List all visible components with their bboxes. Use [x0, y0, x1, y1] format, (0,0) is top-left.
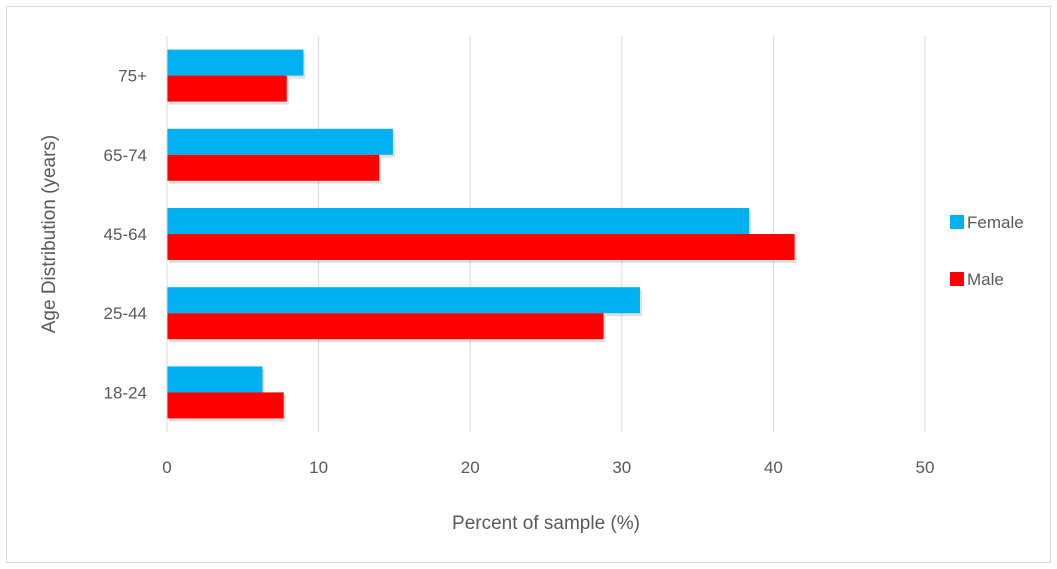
x-tick-label-30: 30	[612, 458, 631, 477]
y-tick-label-45-64: 45-64	[104, 225, 147, 244]
bar-female-45-64	[167, 208, 750, 234]
legend-swatch-female	[950, 215, 964, 229]
bar-female-65-74	[167, 128, 393, 155]
y-tick-labels: 18-24 25-44 45-64 65-74 75+	[104, 67, 148, 403]
y-tick-label-25-44: 25-44	[104, 304, 147, 323]
x-tick-label-10: 10	[309, 458, 328, 477]
y-axis-title: Age Distribution (years)	[39, 135, 60, 334]
bar-female-18-24	[167, 366, 263, 393]
bars	[167, 49, 797, 422]
bar-female-75+	[167, 49, 304, 76]
bar-male-18-24	[167, 392, 284, 419]
legend-swatch-male	[950, 272, 964, 286]
y-tick-label-75+: 75+	[118, 67, 147, 86]
x-tick-label-0: 0	[162, 458, 171, 477]
x-tick-labels: 0 10 20 30 40 50	[162, 458, 934, 477]
x-axis-title: Percent of sample (%)	[452, 513, 640, 534]
bar-male-65-74	[167, 154, 380, 181]
bar-male-75+	[167, 75, 287, 102]
legend-label-female: Female	[967, 213, 1024, 232]
x-tick-label-50: 50	[916, 458, 935, 477]
x-tick-label-20: 20	[461, 458, 480, 477]
bar-female-25-44	[167, 287, 640, 314]
y-tick-label-65-74: 65-74	[104, 146, 147, 165]
x-tick-label-40: 40	[764, 458, 783, 477]
bar-male-45-64	[167, 234, 795, 260]
y-tick-label-18-24: 18-24	[104, 383, 147, 402]
legend: Female Male	[950, 213, 1024, 289]
legend-label-male: Male	[967, 270, 1004, 289]
bar-male-25-44	[167, 313, 604, 340]
